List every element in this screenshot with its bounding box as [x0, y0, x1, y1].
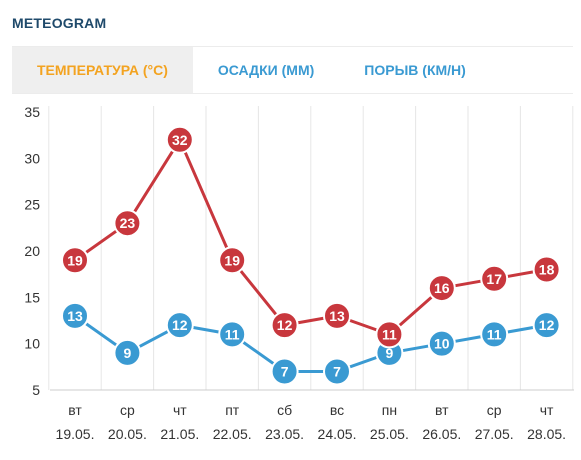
y-tick-label: 35 — [24, 104, 40, 120]
x-tick-date-label: 27.05. — [475, 426, 514, 442]
data-label: 11 — [382, 326, 397, 342]
data-point-high: 19 — [61, 246, 89, 275]
data-point-low: 13 — [61, 301, 89, 330]
x-tick-day-label: пн — [382, 402, 397, 418]
data-point-marker — [61, 246, 89, 275]
tab-precipitation[interactable]: ОСАДКИ (ММ) — [217, 62, 315, 78]
grid-lines — [48, 106, 574, 390]
data-label: 12 — [172, 317, 188, 333]
data-point-low: 11 — [480, 320, 509, 349]
data-point-marker — [61, 301, 89, 330]
data-point-marker — [532, 255, 561, 284]
data-label: 9 — [124, 345, 132, 361]
data-point-marker — [218, 320, 247, 349]
data-point-marker — [270, 311, 299, 340]
x-tick-day-label: сб — [277, 402, 292, 418]
x-tick-day-label: ср — [487, 402, 502, 418]
data-label: 32 — [172, 132, 188, 148]
x-tick-date-label: 23.05. — [265, 426, 304, 442]
x-tick-day-label: вс — [330, 402, 344, 418]
y-tick-label: 25 — [24, 197, 40, 213]
x-tick-day-label: вт — [68, 402, 82, 418]
data-point-low: 11 — [218, 320, 247, 349]
x-tick-day-label: ср — [120, 402, 135, 418]
data-label: 11 — [225, 326, 240, 342]
data-point-marker — [532, 311, 561, 340]
data-point-low: 7 — [270, 357, 299, 386]
data-label: 19 — [67, 252, 83, 268]
x-tick-date-label: 19.05. — [56, 426, 95, 442]
data-point-high: 23 — [113, 209, 142, 238]
data-point-marker — [270, 357, 299, 386]
data-point-marker — [165, 311, 194, 340]
data-point-low: 7 — [323, 357, 351, 386]
data-point-high: 32 — [165, 125, 194, 154]
data-label: 12 — [277, 317, 293, 333]
x-tick-date-label: 25.05. — [370, 426, 409, 442]
x-tick-day-label: чт — [540, 402, 554, 418]
x-tick-date-label: 26.05. — [422, 426, 461, 442]
data-label: 13 — [329, 308, 345, 324]
data-point-marker — [480, 320, 509, 349]
data-label: 10 — [434, 336, 450, 352]
data-point-high: 11 — [375, 320, 404, 349]
x-tick-date-label: 20.05. — [108, 426, 147, 442]
data-label: 16 — [434, 280, 450, 296]
data-point-marker — [113, 209, 142, 238]
data-point-marker — [480, 264, 509, 293]
data-label: 12 — [539, 317, 555, 333]
x-tick-date-label: 22.05. — [213, 426, 252, 442]
data-label: 7 — [281, 363, 289, 379]
data-point-marker — [323, 301, 351, 330]
data-point-high: 18 — [532, 255, 561, 284]
data-point-marker — [165, 125, 194, 154]
data-label: 9 — [386, 345, 394, 361]
data-point-high: 16 — [427, 274, 456, 303]
data-label: 13 — [67, 308, 83, 324]
tab-temperature[interactable]: ТЕМПЕРАТУРА (°C) — [12, 47, 193, 93]
y-tick-label: 5 — [32, 382, 40, 398]
data-label: 17 — [486, 271, 502, 287]
data-label: 18 — [539, 262, 555, 278]
data-point-low: 12 — [532, 311, 561, 340]
data-point-high: 13 — [323, 301, 351, 330]
data-point-marker — [113, 338, 142, 367]
x-tick-day-label: вт — [435, 402, 449, 418]
data-point-marker — [427, 329, 456, 358]
data-label: 11 — [487, 326, 502, 342]
y-tick-label: 30 — [24, 150, 40, 166]
series-line-high — [74, 138, 547, 336]
data-point-high: 12 — [270, 311, 299, 340]
data-point-marker — [218, 246, 247, 275]
data-point-marker — [323, 357, 351, 386]
data-point-low: 12 — [165, 311, 194, 340]
data-label: 19 — [224, 252, 240, 268]
y-tick-label: 10 — [24, 336, 40, 352]
y-tick-label: 15 — [24, 289, 40, 305]
data-label: 7 — [333, 363, 341, 379]
x-tick-day-label: пт — [225, 402, 240, 418]
data-point-high: 19 — [218, 246, 247, 275]
x-tick-day-label: чт — [173, 402, 187, 418]
tab-bar: ТЕМПЕРАТУРА (°C) ОСАДКИ (ММ) ПОРЫВ (КМ/Н… — [12, 46, 573, 94]
series-line-low — [74, 314, 547, 373]
data-point-low: 10 — [427, 329, 456, 358]
x-tick-date-label: 28.05. — [527, 426, 566, 442]
x-tick-date-label: 21.05. — [160, 426, 199, 442]
y-tick-label: 20 — [24, 243, 40, 259]
data-point-high: 17 — [480, 264, 509, 293]
page-title: METEOGRAM — [12, 15, 107, 31]
tab-wind-gust[interactable]: ПОРЫВ (КМ/Н) — [364, 62, 466, 78]
data-point-low: 9 — [113, 338, 142, 367]
x-tick-date-label: 24.05. — [318, 426, 357, 442]
data-label: 23 — [120, 215, 136, 231]
data-point-marker — [427, 274, 456, 303]
data-point-marker — [375, 320, 404, 349]
